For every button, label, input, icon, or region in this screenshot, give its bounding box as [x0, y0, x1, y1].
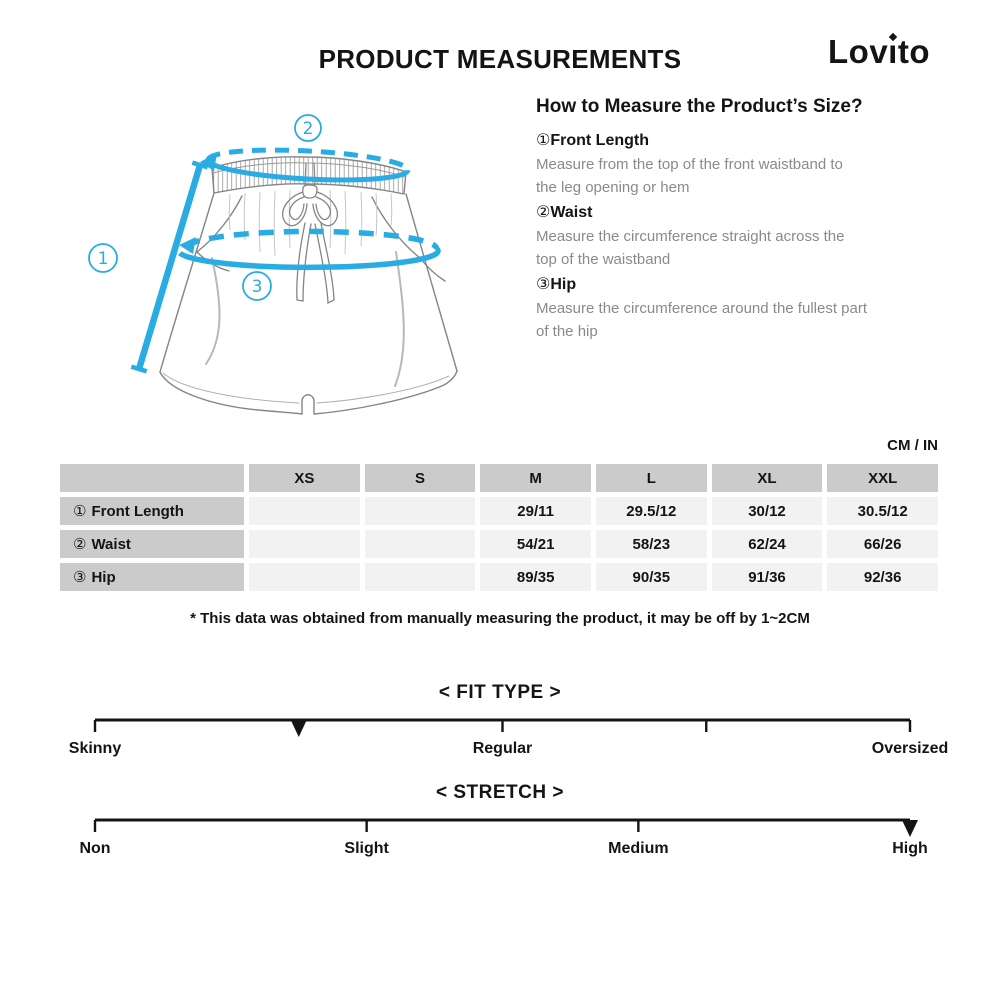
- circled-3: ③: [536, 274, 551, 293]
- hip-ellipse: [178, 228, 441, 271]
- scale-label-non: Non: [79, 840, 111, 857]
- item-desc-line: the leg opening or hem: [536, 179, 690, 196]
- gather-lines: [228, 189, 393, 257]
- page-title: PRODUCT MEASUREMENTS: [318, 44, 682, 74]
- item-title: Front Length: [550, 132, 649, 149]
- scale-line: [93, 818, 918, 837]
- fit-type-title: < FIT TYPE >: [438, 682, 562, 703]
- table-cell: [249, 497, 360, 525]
- waist-arrow: [200, 153, 217, 171]
- how-to-item-hip: ③Hip Measure the circumference around th…: [536, 272, 938, 343]
- column-header-xl: XL: [711, 464, 823, 492]
- table-cell: 29.5/12: [595, 497, 707, 525]
- fit-type-labels: Skinny Regular Oversized: [60, 740, 948, 762]
- table-cell: [249, 530, 360, 558]
- table-cell: 91/36: [711, 563, 823, 591]
- item-title: Waist: [550, 204, 593, 221]
- right-side-seam: [405, 193, 458, 372]
- hem-stitch-line: [162, 372, 450, 404]
- scale-marker: [902, 820, 918, 837]
- marker-3-number: 3: [252, 277, 263, 297]
- table-cell: 54/21: [480, 530, 591, 558]
- table-cell: 30/12: [711, 497, 823, 525]
- column-header-xs: XS: [249, 464, 360, 492]
- column-header-xxl: XXL: [827, 464, 938, 492]
- circled-1: ①: [536, 130, 551, 149]
- circled-2: ②: [536, 202, 551, 221]
- fabric-creases: [205, 251, 405, 387]
- marker-2-number: 2: [303, 119, 314, 139]
- marker-1-number: 1: [98, 249, 109, 269]
- table-cell: 90/35: [595, 563, 707, 591]
- scale-label-slight: Slight: [344, 840, 389, 857]
- diagram-markers: 1 2 3: [88, 114, 322, 301]
- marker-2-circle: [294, 114, 322, 142]
- left-side-seam: [159, 192, 215, 373]
- scale-label-high: High: [892, 840, 928, 857]
- marker-3-circle: [242, 271, 272, 301]
- shorts-measurement-diagram: 1 2 3: [88, 114, 458, 415]
- table-cell: 30.5/12: [827, 497, 938, 525]
- item-desc-line: Measure the circumference around the ful…: [536, 300, 868, 317]
- left-hem: [159, 371, 303, 415]
- item-desc-line: Measure from the top of the front waistb…: [536, 156, 843, 173]
- right-hem: [313, 370, 458, 415]
- drawstring-bow: [281, 162, 339, 305]
- scale-line: [93, 718, 912, 737]
- scale-label-medium: Medium: [608, 840, 669, 857]
- stretch-title: < STRETCH >: [436, 782, 564, 803]
- row-label-waist: ② Waist: [60, 530, 244, 558]
- scale-label-skinny: Skinny: [68, 740, 122, 757]
- table-cell: 29/11: [480, 497, 591, 525]
- brand-logo-i: ı: [888, 32, 898, 70]
- brand-logo-post: to: [897, 33, 930, 70]
- hip-arrow: [179, 237, 196, 254]
- crotch-notch: [301, 394, 315, 415]
- table-cell: [364, 563, 476, 591]
- table-cell: 58/23: [595, 530, 707, 558]
- item-desc-line: top of the waistband: [536, 251, 671, 268]
- table-cell: [364, 530, 476, 558]
- table-cell: 62/24: [711, 530, 823, 558]
- item-title: Hip: [550, 276, 577, 293]
- stretch-track: [60, 816, 940, 842]
- fit-type-track: [60, 716, 940, 742]
- size-table: XS S M L XL XXL ① Front Length 29/11 29.5…: [60, 464, 938, 591]
- front-length-line: [130, 160, 209, 374]
- table-cell: 89/35: [480, 563, 591, 591]
- table-cell: [364, 497, 476, 525]
- column-header-m: M: [480, 464, 591, 492]
- brand-logo: Lovı to: [828, 32, 930, 71]
- how-to-heading: How to Measure the Product’s Size?: [536, 96, 863, 117]
- row-label-hip: ③ Hip: [60, 563, 244, 591]
- brand-logo-pre: Lov: [828, 33, 889, 70]
- how-to-measure-section: How to Measure the Product’s Size? ①Fron…: [536, 96, 938, 343]
- table-cell: 92/36: [827, 563, 938, 591]
- column-header-s: S: [364, 464, 476, 492]
- column-header-l: L: [595, 464, 707, 492]
- item-desc-line: Measure the circumference straight acros…: [536, 228, 845, 245]
- waistband-inner-line: [212, 162, 406, 178]
- waist-ellipse: [205, 147, 411, 183]
- measurement-annotations: [130, 147, 441, 374]
- how-to-item-waist: ②Waist Measure the circumference straigh…: [536, 200, 938, 271]
- item-desc-line: of the hip: [536, 323, 598, 340]
- scale-label-regular: Regular: [472, 740, 533, 757]
- table-cell: [249, 563, 360, 591]
- scale-label-oversized: Oversized: [871, 740, 949, 757]
- unit-label: CM / IN: [887, 437, 938, 454]
- shorts-line-art: [159, 156, 458, 415]
- how-to-item-front-length: ①Front Length Measure from the top of th…: [536, 128, 938, 199]
- table-corner-cell: [60, 464, 244, 492]
- marker-1-circle: [88, 243, 118, 273]
- stretch-labels: Non Slight Medium High: [60, 840, 940, 862]
- row-label-front-length: ① Front Length: [60, 497, 244, 525]
- scale-marker: [290, 720, 307, 737]
- table-cell: 66/26: [827, 530, 938, 558]
- table-footnote: * This data was obtained from manually m…: [190, 610, 810, 627]
